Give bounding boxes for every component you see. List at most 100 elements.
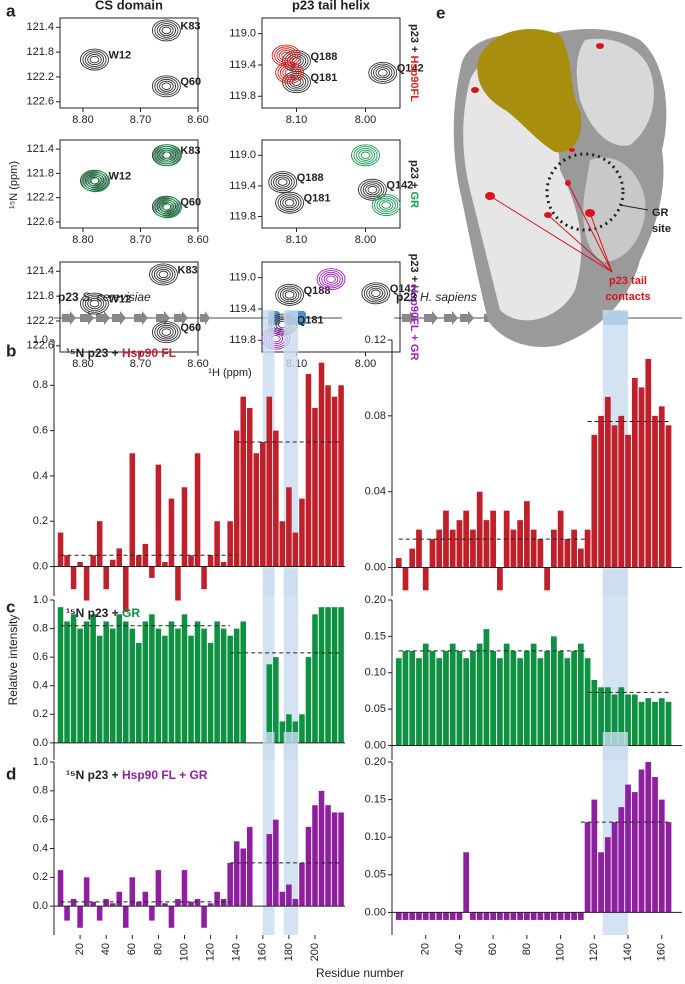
bar xyxy=(175,898,181,907)
y-tick-label: 121.4 xyxy=(26,21,54,33)
bar xyxy=(577,548,584,568)
title-species: H. sapiens xyxy=(420,290,477,304)
bar xyxy=(279,891,286,907)
bar xyxy=(638,701,645,746)
bar xyxy=(631,792,638,913)
bar xyxy=(240,848,246,907)
x-tick-label: 100 xyxy=(178,943,190,961)
bar xyxy=(510,650,517,746)
bar xyxy=(483,520,490,568)
bar xyxy=(402,912,409,920)
y-tick-label: 0.0 xyxy=(33,560,48,572)
contour xyxy=(373,65,393,81)
bar xyxy=(136,642,142,743)
y-tick-label: 122.6 xyxy=(26,216,54,228)
bar xyxy=(443,650,449,746)
contour xyxy=(282,289,297,301)
peak-label: Q181 xyxy=(297,315,324,327)
bar xyxy=(571,912,577,920)
x-tick-label: 8.80 xyxy=(72,358,93,370)
contour xyxy=(80,292,109,315)
contour xyxy=(151,19,181,42)
contour xyxy=(160,201,175,213)
contour xyxy=(362,182,383,198)
contour xyxy=(279,287,300,303)
contour xyxy=(157,147,178,163)
contacts-label: p23 tail xyxy=(609,275,647,287)
bar xyxy=(77,628,83,743)
bar xyxy=(510,912,517,920)
contour xyxy=(291,78,302,86)
contour xyxy=(367,185,378,194)
bar xyxy=(470,529,476,568)
contour xyxy=(353,146,378,165)
bar xyxy=(77,906,83,928)
bar xyxy=(470,912,476,920)
bar xyxy=(618,687,625,746)
y-tick-label: 119.0 xyxy=(229,149,256,161)
bar xyxy=(537,658,544,746)
row-label-prefix: p23 + xyxy=(408,160,420,188)
bar xyxy=(57,532,64,567)
bar xyxy=(395,658,402,746)
bar xyxy=(188,555,194,567)
bar xyxy=(517,658,524,746)
bar xyxy=(456,912,463,920)
bar xyxy=(96,635,103,743)
contour xyxy=(357,178,387,201)
bar xyxy=(109,559,116,567)
series-label: ¹⁵N p23 + Hsp90 FL xyxy=(66,346,176,360)
bar xyxy=(168,621,175,743)
title-species: S. cerevisiae xyxy=(82,290,151,304)
x-tick-label: 140 xyxy=(231,943,243,961)
x-tick-label: 8.60 xyxy=(187,234,208,246)
bar xyxy=(299,498,305,567)
peak-label: Q60 xyxy=(180,76,201,88)
bar xyxy=(611,694,618,746)
bar xyxy=(64,621,70,743)
bar xyxy=(416,658,422,746)
bar xyxy=(286,714,292,743)
panel-letter: c xyxy=(6,597,15,616)
y-tick-label: 0.8 xyxy=(33,785,48,797)
x-tick-label: 80 xyxy=(152,943,164,955)
row-label: p23 + GR xyxy=(408,160,420,208)
bar xyxy=(631,694,638,746)
bar xyxy=(443,912,449,920)
x-tick-label: 120 xyxy=(588,943,600,961)
contour xyxy=(89,55,100,64)
x-tick-label: 40 xyxy=(100,943,112,955)
bar xyxy=(227,635,233,743)
bar xyxy=(416,529,422,568)
plot-frame xyxy=(59,139,199,229)
bar xyxy=(604,396,611,568)
bar xyxy=(503,643,510,746)
row-label-name: GR xyxy=(408,192,420,209)
contour xyxy=(278,50,294,62)
y-tick-label: 0.4 xyxy=(33,842,48,854)
bar xyxy=(456,650,463,746)
contour xyxy=(361,282,391,305)
column-title: p23 S. cerevisiae xyxy=(58,290,151,304)
title-name: p23 xyxy=(396,290,417,304)
y-tick-label: 0.10 xyxy=(365,667,386,679)
peak-label: Q181 xyxy=(311,72,338,84)
contour xyxy=(365,184,380,196)
y-tick-label: 0.00 xyxy=(365,739,386,751)
y-tick-label: 122.6 xyxy=(26,340,54,352)
contour xyxy=(326,275,336,283)
bar xyxy=(149,906,155,921)
column-title: p23 tail helix xyxy=(292,0,371,12)
contour xyxy=(161,328,172,336)
contour xyxy=(368,287,384,299)
bar xyxy=(155,628,162,743)
row-label: p23 + Hsp90FL + GR xyxy=(408,254,420,361)
y-tick-label: 119.4 xyxy=(229,180,256,192)
bar xyxy=(162,903,168,907)
contour xyxy=(88,175,103,187)
bar xyxy=(436,658,443,746)
bar xyxy=(557,650,564,746)
bar xyxy=(122,566,129,612)
contour xyxy=(89,299,100,308)
bar xyxy=(220,562,227,567)
